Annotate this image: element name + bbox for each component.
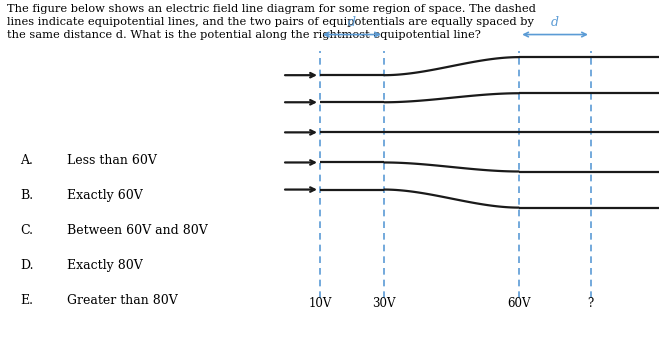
Text: B.: B. [20,189,34,202]
Text: Greater than 80V: Greater than 80V [67,294,178,307]
Text: Exactly 80V: Exactly 80V [67,259,143,272]
Text: Less than 60V: Less than 60V [67,154,157,167]
Text: Between 60V and 80V: Between 60V and 80V [67,224,208,237]
Text: d: d [551,15,559,29]
Text: 30V: 30V [372,297,396,310]
Text: The figure below shows an electric field line diagram for some region of space. : The figure below shows an electric field… [7,4,536,40]
Text: d: d [348,15,356,29]
Text: C.: C. [20,224,33,237]
Text: A.: A. [20,154,33,167]
Text: Exactly 60V: Exactly 60V [67,189,143,202]
Text: E.: E. [20,294,33,307]
Text: D.: D. [20,259,34,272]
Text: ?: ? [588,297,594,310]
Text: 10V: 10V [308,297,331,310]
Text: 60V: 60V [507,297,531,310]
